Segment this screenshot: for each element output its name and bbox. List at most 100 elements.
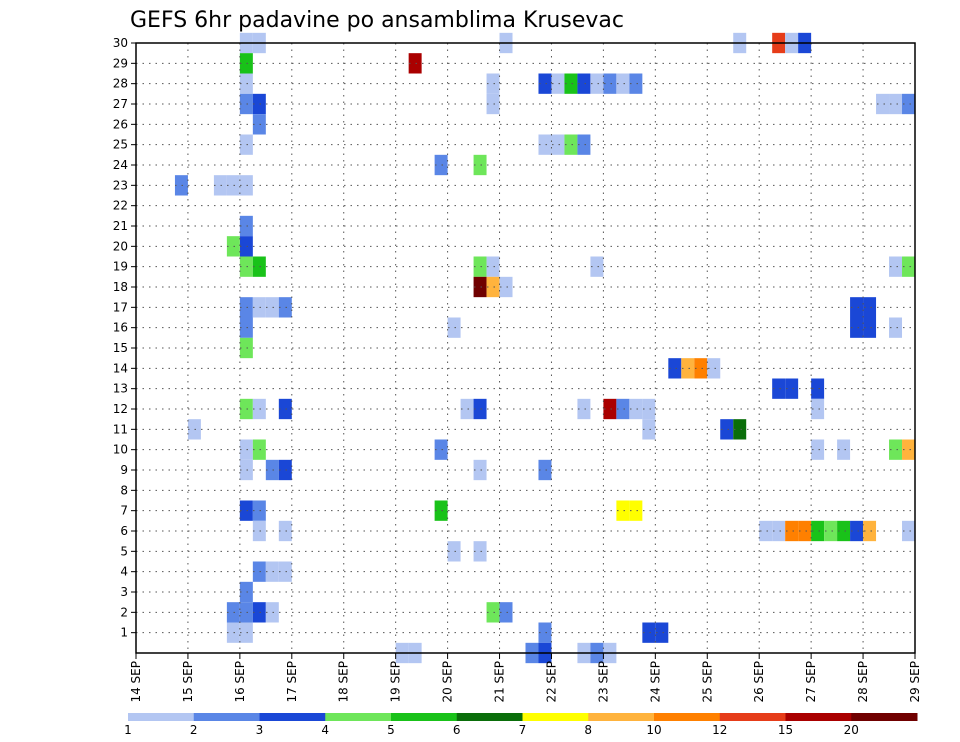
y-tick-label: 4 xyxy=(120,565,128,579)
heatmap-cell xyxy=(785,520,799,542)
heatmap-cell xyxy=(278,459,292,481)
heatmap-cell xyxy=(538,459,552,481)
heatmap-cell xyxy=(850,520,864,542)
heatmap-cell xyxy=(629,398,643,420)
y-tick-label: 7 xyxy=(120,504,128,518)
legend-label: 1 xyxy=(124,723,132,737)
heatmap-cell xyxy=(863,317,877,338)
heatmap-cell xyxy=(252,561,266,582)
y-tick-label: 14 xyxy=(113,361,128,375)
heatmap-cell xyxy=(629,73,643,94)
legend-swatch xyxy=(325,713,392,721)
heatmap-cell xyxy=(889,317,903,338)
heatmap-cell xyxy=(499,602,513,623)
heatmap-cell xyxy=(265,297,279,318)
heatmap-cell xyxy=(564,73,578,94)
heatmap-cell xyxy=(538,622,552,643)
legend-label: 10 xyxy=(646,723,661,737)
legend-label: 8 xyxy=(584,723,592,737)
heatmap-cell xyxy=(239,500,253,521)
heatmap-cell xyxy=(486,256,500,277)
y-tick-label: 16 xyxy=(113,321,128,335)
x-tick-label: 19 SEP xyxy=(389,661,403,703)
heatmap-cell xyxy=(239,297,253,318)
legend-swatch xyxy=(522,713,589,721)
y-tick-label: 15 xyxy=(113,341,128,355)
y-tick-label: 28 xyxy=(113,77,128,91)
heatmap-cell xyxy=(837,439,851,460)
x-tick-label: 22 SEP xyxy=(544,661,558,703)
heatmap-cell xyxy=(863,297,877,318)
heatmap-cell xyxy=(473,276,487,298)
heatmap-cell xyxy=(486,276,500,298)
heatmap-cell xyxy=(629,500,643,521)
heatmap-cell xyxy=(252,439,266,460)
legend-swatch xyxy=(588,713,655,721)
legend-label: 15 xyxy=(778,723,793,737)
heatmap-cell xyxy=(213,175,227,196)
x-tick-label: 23 SEP xyxy=(596,661,610,703)
legend-label: 4 xyxy=(321,723,329,737)
legend-swatch xyxy=(259,713,326,721)
heatmap-cell xyxy=(889,93,903,115)
heatmap-cell xyxy=(252,500,266,521)
y-tick-label: 18 xyxy=(113,280,128,294)
heatmap-cell xyxy=(772,520,786,542)
heatmap-cell xyxy=(850,317,864,338)
heatmap-cell xyxy=(694,358,708,379)
heatmap-cell xyxy=(265,561,279,582)
heatmap-cell xyxy=(447,541,461,562)
y-tick-label: 5 xyxy=(120,544,128,558)
x-tick-label: 27 SEP xyxy=(804,661,818,703)
heatmap-cell xyxy=(603,398,617,420)
y-tick-label: 23 xyxy=(113,178,128,192)
heatmap-cell xyxy=(564,134,578,155)
heatmap-cell xyxy=(902,93,915,115)
legend-label: 12 xyxy=(712,723,727,737)
heatmap-cell xyxy=(239,256,253,277)
y-tick-label: 12 xyxy=(113,402,128,416)
legend-label: 3 xyxy=(256,723,264,737)
y-tick-label: 2 xyxy=(120,605,128,619)
y-tick-label: 26 xyxy=(113,117,128,131)
heatmap-cell xyxy=(486,602,500,623)
x-tick-label: 29 SEP xyxy=(908,661,922,703)
heatmap-cell xyxy=(239,622,253,643)
heatmap-cell xyxy=(590,73,604,94)
heatmap-cell xyxy=(811,520,825,542)
y-tick-label: 22 xyxy=(113,199,128,213)
heatmap-cell xyxy=(408,53,422,74)
heatmap-cell xyxy=(278,297,292,318)
heatmap-cell xyxy=(551,134,565,155)
heatmap-cell xyxy=(759,520,773,542)
y-tick-label: 30 xyxy=(113,36,128,50)
legend-swatch xyxy=(719,713,786,721)
heatmap-cell xyxy=(473,459,487,481)
heatmap-cell xyxy=(278,398,292,420)
heatmap-cell xyxy=(642,419,656,440)
heatmap-cell xyxy=(226,602,240,623)
heatmap-cell xyxy=(239,439,253,460)
heatmap-cell xyxy=(434,154,448,176)
legend-label: 2 xyxy=(190,723,198,737)
heatmap-cell xyxy=(460,398,474,420)
heatmap-cell xyxy=(668,358,682,379)
heatmap-cell xyxy=(486,93,500,115)
y-tick-label: 3 xyxy=(120,585,128,599)
heatmap-cell xyxy=(239,337,253,359)
x-tick-label: 28 SEP xyxy=(856,661,870,703)
heatmap-cell xyxy=(577,134,591,155)
x-tick-label: 17 SEP xyxy=(285,661,299,703)
heatmap-cell xyxy=(226,236,240,257)
heatmap-cell xyxy=(824,520,838,542)
heatmap-cell xyxy=(278,520,292,542)
heatmap-cell xyxy=(252,93,266,115)
heatmap-cell xyxy=(902,256,915,277)
heatmap-cell xyxy=(499,276,513,298)
x-tick-label: 26 SEP xyxy=(752,661,766,703)
y-tick-label: 27 xyxy=(113,97,128,111)
heatmap-cell xyxy=(616,398,630,420)
y-tick-label: 10 xyxy=(113,443,128,457)
legend-label: 6 xyxy=(453,723,461,737)
